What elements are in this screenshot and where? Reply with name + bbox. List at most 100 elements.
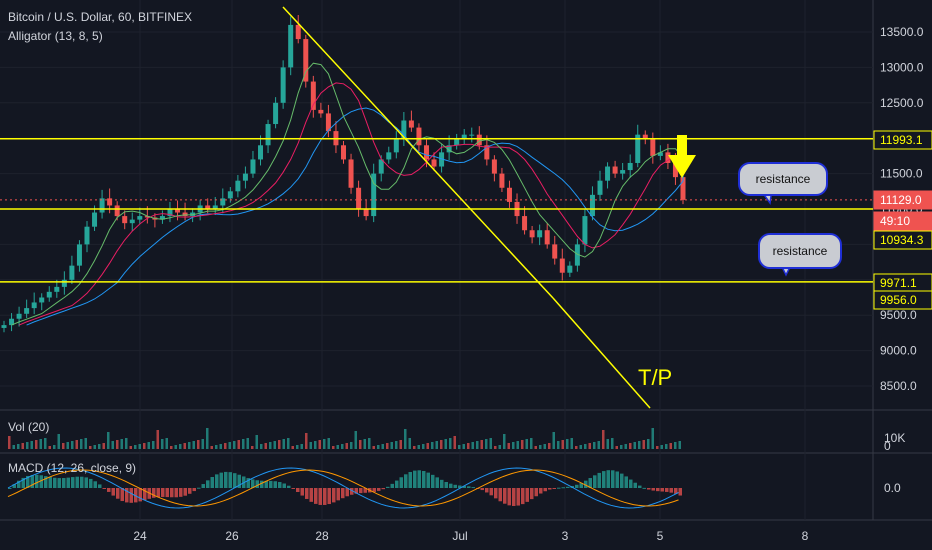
volume-bar xyxy=(183,443,186,449)
macd-bar xyxy=(597,472,601,488)
candle-body xyxy=(205,205,211,209)
candle-body xyxy=(54,286,60,292)
volume-bar xyxy=(611,438,614,449)
candle-body xyxy=(491,159,497,174)
candles xyxy=(1,15,686,333)
volume-bar xyxy=(570,438,573,449)
macd-bar xyxy=(264,480,268,488)
candle-body xyxy=(69,265,75,280)
macd-bar xyxy=(336,488,340,501)
macd-bar xyxy=(462,485,466,488)
macd-bar xyxy=(80,476,84,488)
macd-bar xyxy=(62,478,66,488)
macd-bar xyxy=(408,472,412,488)
macd-bar xyxy=(390,483,394,488)
macd-bar xyxy=(143,488,147,501)
volume-bar xyxy=(579,445,582,449)
candle-body xyxy=(303,39,309,82)
volume-bar xyxy=(309,442,312,449)
volume-label[interactable]: Vol (20) xyxy=(8,420,50,434)
volume-bar xyxy=(665,444,668,449)
macd-bar xyxy=(642,487,646,489)
volume-bar xyxy=(174,445,177,449)
macd-label[interactable]: MACD (12, 26, close, 9) xyxy=(8,461,137,475)
macd-bar xyxy=(291,488,295,489)
volume-bar xyxy=(417,445,420,449)
candle-body xyxy=(574,244,580,266)
macd-bar xyxy=(453,484,457,488)
macd-bar xyxy=(188,488,192,494)
volume-bar xyxy=(296,445,299,449)
candle-body xyxy=(461,134,467,139)
macd-bar xyxy=(480,488,484,491)
volume-bar xyxy=(345,443,348,449)
candle-body xyxy=(567,265,573,273)
volume-bar xyxy=(260,444,263,449)
volume-bar xyxy=(327,438,330,449)
macd-bar xyxy=(606,470,610,488)
macd-bar xyxy=(440,479,444,488)
volume-bar xyxy=(219,444,222,449)
macd-bar xyxy=(516,488,520,506)
macd-bar xyxy=(656,488,660,492)
candle-body xyxy=(325,113,331,132)
volume-bar xyxy=(660,445,663,449)
macd-bar xyxy=(458,485,462,488)
candle-body xyxy=(16,313,22,319)
macd-histogram xyxy=(8,470,682,506)
macd-bar xyxy=(269,480,273,488)
volume-bar xyxy=(471,442,474,449)
volume-bar xyxy=(615,446,618,449)
macd-bar xyxy=(647,488,651,490)
volume-bar xyxy=(39,439,42,449)
macd-bar xyxy=(399,477,403,488)
volume-bar xyxy=(165,438,168,449)
volume-bar xyxy=(66,442,69,449)
candle-body xyxy=(84,226,90,245)
volume-bar xyxy=(674,442,677,449)
macd-bar xyxy=(282,483,286,488)
volume-bar xyxy=(161,439,164,449)
volume-bar xyxy=(642,440,645,449)
x-tick-label: 5 xyxy=(657,529,664,543)
volume-bar xyxy=(12,445,15,449)
candle-body xyxy=(212,205,218,209)
macd-bar xyxy=(206,480,210,488)
resistance-callout-1-text: resistance xyxy=(755,172,811,186)
volume-bar xyxy=(224,443,227,449)
trend-line-extension xyxy=(552,297,651,409)
macd-bar xyxy=(534,488,538,497)
candle-body xyxy=(227,191,233,199)
volume-bar xyxy=(678,441,681,449)
macd-bar xyxy=(314,488,318,504)
volume-bars xyxy=(8,428,681,449)
macd-bar xyxy=(183,488,187,496)
volume-bar xyxy=(192,441,195,449)
price-badge-label: 11129.0 xyxy=(880,193,922,207)
volume-bar xyxy=(507,443,510,449)
volume-bar xyxy=(539,445,542,449)
indicator-alligator-label[interactable]: Alligator (13, 8, 5) xyxy=(8,29,103,43)
trend-line-down xyxy=(282,6,554,299)
candle-body xyxy=(439,152,445,167)
volume-bar xyxy=(21,443,24,449)
volume-bar xyxy=(368,438,371,449)
macd-bar xyxy=(674,488,678,494)
volume-bar xyxy=(530,438,533,449)
volume-bar xyxy=(525,439,528,449)
volume-bar xyxy=(147,442,150,449)
volume-bar xyxy=(386,443,389,449)
macd-bar xyxy=(12,484,16,488)
volume-bar xyxy=(651,428,654,449)
volume-bar xyxy=(62,443,65,449)
candle-body xyxy=(114,205,120,217)
candle-body xyxy=(620,170,626,174)
volume-bar xyxy=(444,439,447,449)
macd-bar xyxy=(669,488,673,493)
volume-bar xyxy=(134,445,137,449)
volume-bar xyxy=(512,442,515,449)
x-tick-label: 8 xyxy=(802,529,809,543)
candle-body xyxy=(506,187,512,202)
down-arrow-shaft xyxy=(677,135,687,157)
